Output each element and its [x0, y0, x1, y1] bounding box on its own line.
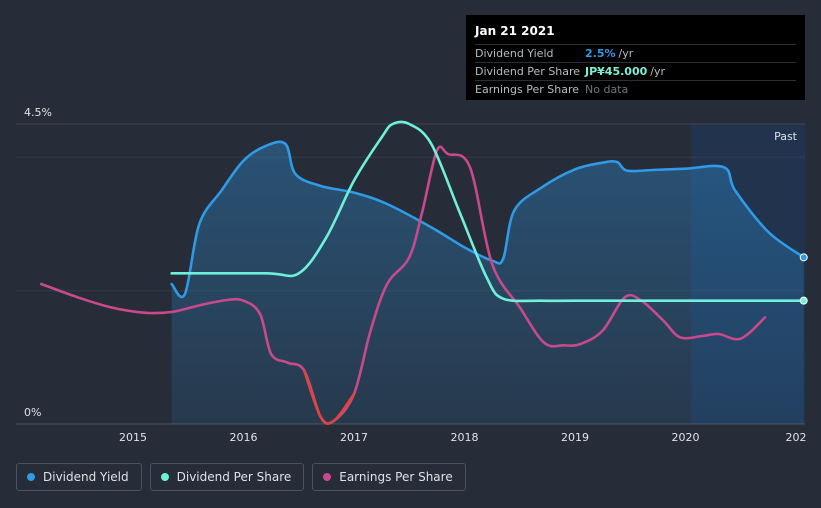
x-tick-label: 2020 [672, 431, 700, 444]
tooltip-label: Earnings Per Share [475, 83, 580, 96]
legend-earnings-per-share[interactable]: Earnings Per Share [312, 463, 466, 491]
x-tick-label: 202 [786, 431, 807, 444]
x-tick-label: 2018 [451, 431, 479, 444]
legend-label: Dividend Per Share [176, 470, 292, 484]
past-label: Past [774, 130, 798, 143]
tooltip-value: 2.5% [585, 47, 616, 60]
x-tick-label: 2015 [119, 431, 147, 444]
y-label-top: 4.5% [24, 106, 52, 119]
chart-legend: Dividend Yield Dividend Per Share Earnin… [16, 463, 466, 491]
tooltip-unit: /yr [618, 47, 634, 60]
tooltip-unit: /yr [650, 65, 666, 78]
x-tick-label: 2017 [340, 431, 368, 444]
legend-label: Dividend Yield [43, 470, 129, 484]
legend-dividend-per-share[interactable]: Dividend Per Share [149, 463, 305, 491]
legend-dividend-yield[interactable]: Dividend Yield [16, 463, 142, 491]
legend-dot-icon [323, 473, 332, 481]
tooltip-value: No data [585, 83, 629, 96]
dividend-yield-end-marker [799, 253, 808, 262]
series-layer [39, 120, 808, 425]
x-tick-label: 2019 [561, 431, 589, 444]
legend-dot-icon [160, 473, 169, 481]
tooltip-row-dividend-per-share: Dividend Per Share JP¥45.000 /yr [475, 62, 796, 80]
tooltip-panel: Jan 21 2021 Dividend Yield 2.5% /yr Divi… [466, 15, 805, 100]
dividend-yield-area [171, 141, 804, 424]
x-tick-label: 2016 [230, 431, 258, 444]
tooltip-label: Dividend Yield [475, 47, 554, 60]
tooltip-date: Jan 21 2021 [475, 24, 555, 38]
legend-dot-icon [27, 473, 35, 481]
dividend-per-share-line [170, 120, 806, 303]
tooltip-row-earnings-per-share: Earnings Per Share No data [475, 80, 796, 98]
y-label-bottom: 0% [24, 406, 41, 419]
tooltip-label: Dividend Per Share [475, 65, 581, 78]
x-tick-labels: 2015 2016 2017 2018 2019 2020 202 [119, 431, 807, 444]
legend-label: Earnings Per Share [339, 470, 453, 484]
tooltip-row-dividend-yield: Dividend Yield 2.5% /yr [475, 44, 796, 62]
eps-negative-segment [302, 369, 356, 425]
tooltip-value: JP¥45.000 [585, 65, 648, 78]
dividend-per-share-end-marker [799, 296, 808, 305]
